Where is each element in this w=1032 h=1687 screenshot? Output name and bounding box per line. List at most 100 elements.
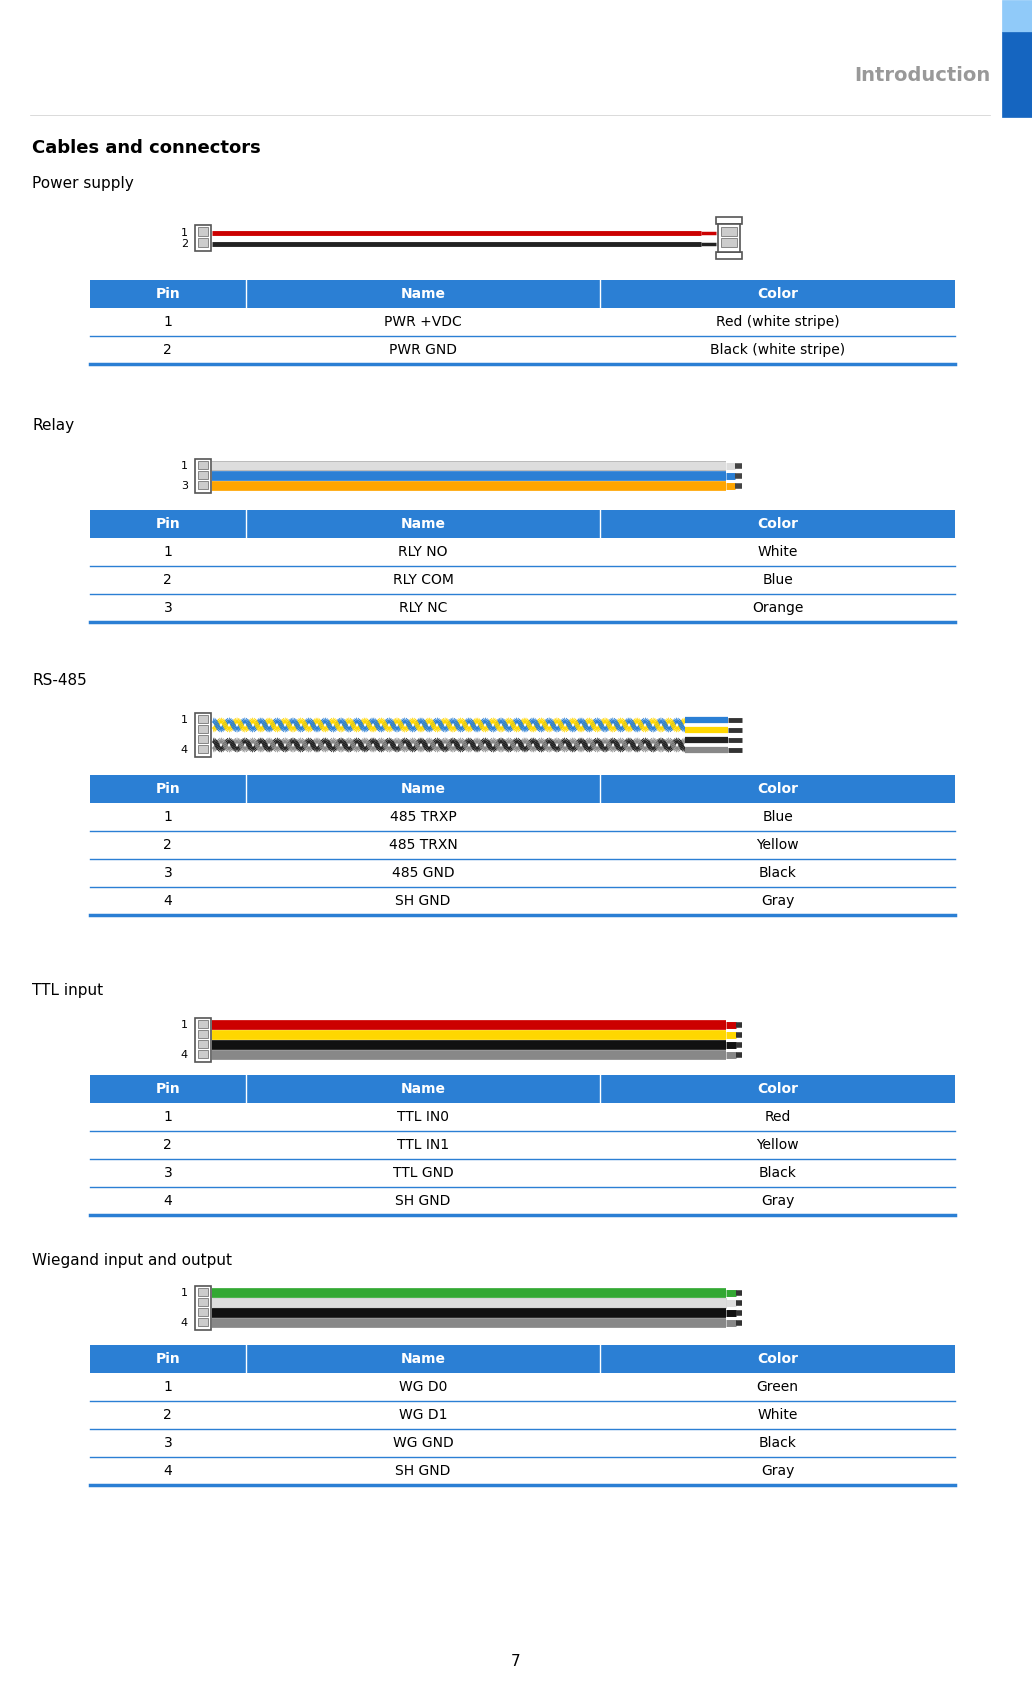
Bar bbox=[246, 1458, 601, 1485]
Text: 2: 2 bbox=[163, 838, 172, 852]
Text: White: White bbox=[757, 545, 798, 558]
Text: RLY NC: RLY NC bbox=[398, 601, 447, 616]
Text: WG D0: WG D0 bbox=[398, 1380, 447, 1393]
Text: Color: Color bbox=[757, 1081, 798, 1097]
Bar bbox=[718, 224, 740, 251]
Text: 1: 1 bbox=[163, 545, 172, 558]
Bar bbox=[90, 1159, 246, 1188]
Bar bbox=[198, 1307, 208, 1316]
Bar bbox=[198, 1318, 208, 1326]
Text: 7: 7 bbox=[511, 1655, 521, 1670]
Bar bbox=[246, 594, 601, 623]
Text: 1: 1 bbox=[181, 715, 188, 725]
Bar bbox=[246, 336, 601, 364]
Text: Yellow: Yellow bbox=[756, 838, 799, 852]
Bar bbox=[90, 594, 246, 623]
Bar bbox=[198, 1297, 208, 1306]
Bar bbox=[601, 1075, 955, 1103]
Text: Black (white stripe): Black (white stripe) bbox=[710, 342, 845, 358]
Bar bbox=[246, 309, 601, 336]
Text: Orange: Orange bbox=[752, 601, 803, 616]
Bar bbox=[1002, 0, 1032, 32]
Text: Color: Color bbox=[757, 516, 798, 531]
Text: 1: 1 bbox=[181, 461, 188, 471]
Bar bbox=[198, 471, 208, 479]
Text: Color: Color bbox=[757, 1351, 798, 1366]
Text: 1: 1 bbox=[163, 810, 172, 823]
Bar bbox=[90, 1458, 246, 1485]
Text: 1: 1 bbox=[163, 1380, 172, 1393]
Bar bbox=[90, 1103, 246, 1130]
Bar bbox=[246, 538, 601, 567]
Bar bbox=[246, 859, 601, 887]
Bar bbox=[246, 509, 601, 538]
Bar bbox=[601, 538, 955, 567]
Text: 4: 4 bbox=[163, 1464, 172, 1478]
Bar bbox=[198, 1021, 208, 1027]
Text: 3: 3 bbox=[163, 601, 172, 616]
Text: Introduction: Introduction bbox=[853, 66, 990, 84]
Text: 485 TRXN: 485 TRXN bbox=[389, 838, 457, 852]
Text: PWR +VDC: PWR +VDC bbox=[384, 315, 462, 329]
Bar bbox=[90, 803, 246, 832]
Text: 4: 4 bbox=[163, 1194, 172, 1208]
Bar bbox=[246, 887, 601, 914]
Text: Color: Color bbox=[757, 783, 798, 796]
Bar bbox=[195, 224, 211, 251]
Text: 2: 2 bbox=[163, 1409, 172, 1422]
Text: Cables and connectors: Cables and connectors bbox=[32, 138, 261, 157]
Text: TTL GND: TTL GND bbox=[392, 1166, 453, 1179]
Text: Name: Name bbox=[400, 516, 446, 531]
Text: White: White bbox=[757, 1409, 798, 1422]
Text: Name: Name bbox=[400, 1081, 446, 1097]
Text: SH GND: SH GND bbox=[395, 1464, 451, 1478]
Bar bbox=[601, 336, 955, 364]
Text: Pin: Pin bbox=[156, 516, 181, 531]
Bar bbox=[601, 280, 955, 309]
Text: 4: 4 bbox=[163, 894, 172, 908]
Text: 1: 1 bbox=[181, 1287, 188, 1297]
Bar bbox=[198, 1049, 208, 1058]
Text: Color: Color bbox=[757, 287, 798, 300]
Bar bbox=[601, 1159, 955, 1188]
Text: Blue: Blue bbox=[763, 810, 793, 823]
Text: Black: Black bbox=[759, 865, 797, 881]
Text: SH GND: SH GND bbox=[395, 894, 451, 908]
Text: 485 GND: 485 GND bbox=[392, 865, 454, 881]
Bar bbox=[721, 228, 737, 236]
Text: 2: 2 bbox=[181, 238, 188, 248]
Text: Gray: Gray bbox=[761, 894, 795, 908]
Text: 3: 3 bbox=[163, 1436, 172, 1451]
Text: Pin: Pin bbox=[156, 1351, 181, 1366]
Text: 3: 3 bbox=[163, 865, 172, 881]
Text: Wiegand input and output: Wiegand input and output bbox=[32, 1252, 232, 1267]
Text: WG D1: WG D1 bbox=[398, 1409, 447, 1422]
Bar bbox=[198, 725, 208, 732]
Bar bbox=[90, 1429, 246, 1458]
Text: 3: 3 bbox=[163, 1166, 172, 1179]
Bar bbox=[198, 746, 208, 752]
Bar bbox=[198, 228, 208, 236]
Bar bbox=[246, 1103, 601, 1130]
Bar bbox=[198, 715, 208, 724]
Bar bbox=[90, 887, 246, 914]
Bar bbox=[90, 509, 246, 538]
Bar bbox=[716, 218, 742, 224]
Text: SH GND: SH GND bbox=[395, 1194, 451, 1208]
Bar bbox=[601, 1103, 955, 1130]
Bar bbox=[195, 714, 211, 757]
Text: RLY COM: RLY COM bbox=[392, 574, 453, 587]
Bar bbox=[246, 1345, 601, 1373]
Bar bbox=[246, 803, 601, 832]
Bar bbox=[90, 336, 246, 364]
Bar bbox=[601, 1429, 955, 1458]
Bar bbox=[198, 1039, 208, 1048]
Text: Pin: Pin bbox=[156, 1081, 181, 1097]
Bar bbox=[601, 1130, 955, 1159]
Bar bbox=[601, 309, 955, 336]
Bar bbox=[601, 774, 955, 803]
Bar bbox=[198, 1287, 208, 1296]
Text: Red (white stripe): Red (white stripe) bbox=[716, 315, 839, 329]
Bar bbox=[601, 1400, 955, 1429]
Text: Power supply: Power supply bbox=[32, 175, 134, 191]
